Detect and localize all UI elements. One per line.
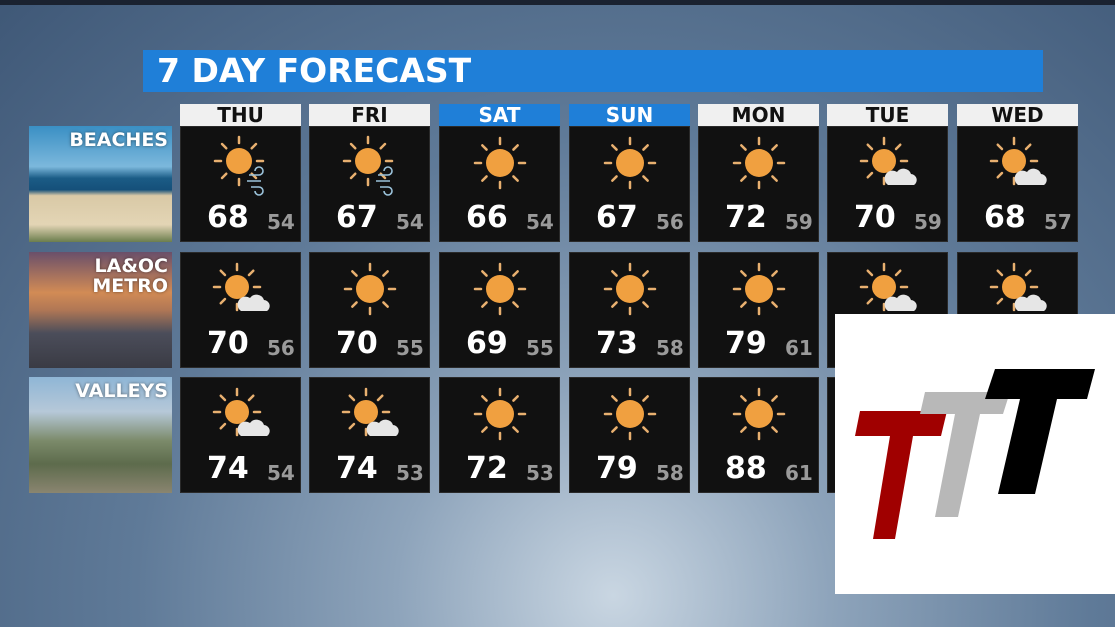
day-header-wed: WED xyxy=(957,104,1078,127)
low-temp: 54 xyxy=(267,461,295,485)
sun-icon xyxy=(473,262,527,316)
sun-icon xyxy=(473,136,527,190)
low-temp: 56 xyxy=(267,336,295,360)
high-temp: 72 xyxy=(466,451,508,486)
partly-cloudy-icon xyxy=(989,136,1047,186)
low-temp: 59 xyxy=(785,210,813,234)
region-image-1: LA&OC METRO xyxy=(29,252,172,368)
low-temp: 59 xyxy=(914,210,942,234)
low-temp: 58 xyxy=(656,461,684,485)
forecast-cell: 68 57 xyxy=(957,126,1078,242)
forecast-cell: 73 58 xyxy=(569,252,690,368)
forecast-cell: 88 61 xyxy=(698,377,819,493)
region-label: VALLEYS xyxy=(75,380,168,402)
sun-icon xyxy=(603,387,657,441)
high-temp: 70 xyxy=(207,326,249,361)
forecast-cell: 67 54 xyxy=(309,126,430,242)
high-temp: 67 xyxy=(336,200,378,235)
partly-cloudy-icon xyxy=(859,262,917,312)
low-temp: 56 xyxy=(656,210,684,234)
region-label: BEACHES xyxy=(69,129,168,151)
high-temp: 88 xyxy=(725,451,767,486)
partly-cloudy-icon xyxy=(859,136,917,186)
low-temp: 58 xyxy=(656,336,684,360)
forecast-cell: 69 55 xyxy=(439,252,560,368)
forecast-cell: 70 59 xyxy=(827,126,948,242)
low-temp: 53 xyxy=(526,461,554,485)
low-temp: 57 xyxy=(1044,210,1072,234)
high-temp: 66 xyxy=(466,200,508,235)
sun-icon xyxy=(732,387,786,441)
low-temp: 54 xyxy=(526,210,554,234)
region-image-0: BEACHES xyxy=(29,126,172,242)
low-temp: 54 xyxy=(267,210,295,234)
forecast-cell: 72 59 xyxy=(698,126,819,242)
forecast-cell: 68 54 xyxy=(180,126,301,242)
partly-cloudy-icon xyxy=(212,387,270,437)
low-temp: 61 xyxy=(785,336,813,360)
forecast-cell: 70 55 xyxy=(309,252,430,368)
day-header-thu: THU xyxy=(180,104,301,127)
forecast-cell: 70 56 xyxy=(180,252,301,368)
low-temp: 61 xyxy=(785,461,813,485)
high-temp: 69 xyxy=(466,326,508,361)
low-temp: 53 xyxy=(396,461,424,485)
partly-cloudy-icon xyxy=(212,262,270,312)
forecast-cell: 74 53 xyxy=(309,377,430,493)
low-temp: 54 xyxy=(396,210,424,234)
sun-icon xyxy=(343,262,397,316)
day-header-mon: MON xyxy=(698,104,819,127)
high-temp: 68 xyxy=(207,200,249,235)
region-image-2: VALLEYS xyxy=(29,377,172,493)
partly-cloudy-icon xyxy=(341,387,399,437)
high-temp: 73 xyxy=(596,326,638,361)
sun-icon xyxy=(473,387,527,441)
forecast-cell: 79 58 xyxy=(569,377,690,493)
day-header-fri: FRI xyxy=(309,104,430,127)
high-temp: 74 xyxy=(336,451,378,486)
high-temp: 79 xyxy=(596,451,638,486)
day-header-tue: TUE xyxy=(827,104,948,127)
low-temp: 55 xyxy=(526,336,554,360)
high-temp: 79 xyxy=(725,326,767,361)
sun-icon xyxy=(603,136,657,190)
logo-watermark xyxy=(835,314,1115,594)
forecast-cell: 72 53 xyxy=(439,377,560,493)
page-title: 7 DAY FORECAST xyxy=(143,50,1043,92)
sun-wind-icon xyxy=(213,135,265,196)
high-temp: 70 xyxy=(336,326,378,361)
high-temp: 68 xyxy=(984,200,1026,235)
high-temp: 72 xyxy=(725,200,767,235)
forecast-cell: 66 54 xyxy=(439,126,560,242)
ttt-logo-icon xyxy=(855,369,1095,539)
low-temp: 55 xyxy=(396,336,424,360)
day-header-sun: SUN xyxy=(569,104,690,127)
region-label: LA&OC METRO xyxy=(92,255,168,297)
top-border xyxy=(0,0,1115,5)
sun-icon xyxy=(732,136,786,190)
high-temp: 70 xyxy=(854,200,896,235)
high-temp: 74 xyxy=(207,451,249,486)
sun-wind-icon xyxy=(342,135,394,196)
high-temp: 67 xyxy=(596,200,638,235)
sun-icon xyxy=(603,262,657,316)
sun-icon xyxy=(732,262,786,316)
partly-cloudy-icon xyxy=(989,262,1047,312)
forecast-cell: 67 56 xyxy=(569,126,690,242)
forecast-cell: 74 54 xyxy=(180,377,301,493)
forecast-cell: 79 61 xyxy=(698,252,819,368)
day-header-sat: SAT xyxy=(439,104,560,127)
